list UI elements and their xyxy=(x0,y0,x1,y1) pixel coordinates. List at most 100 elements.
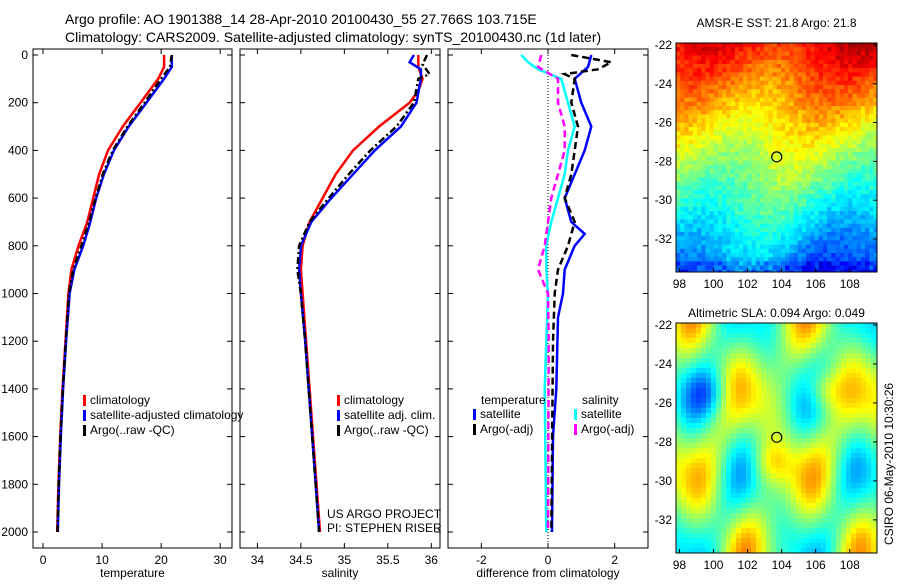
map-cell xyxy=(866,413,872,419)
map-cell xyxy=(751,135,757,140)
map-cell xyxy=(721,438,727,444)
legend-swatch xyxy=(337,410,340,421)
map-cell xyxy=(796,418,802,424)
map-cell xyxy=(785,198,790,203)
map-cell xyxy=(839,89,845,94)
map-cell xyxy=(686,408,692,414)
map-cell xyxy=(766,393,772,399)
map-cell xyxy=(776,543,782,549)
map-cell xyxy=(691,353,697,359)
map-cell xyxy=(755,206,761,212)
map-cell xyxy=(851,338,857,344)
map-cell xyxy=(806,164,811,170)
map-cell xyxy=(705,169,710,174)
map-cell xyxy=(806,211,811,216)
map-cell xyxy=(781,403,787,409)
map-cell xyxy=(865,51,870,56)
legend-label: satellite xyxy=(480,407,521,421)
map-cell xyxy=(722,173,727,178)
map-cell xyxy=(865,190,870,195)
map-cell xyxy=(743,185,748,191)
map-cell xyxy=(821,408,827,414)
map-cell xyxy=(751,448,757,454)
map-cell xyxy=(801,463,807,469)
map-cell xyxy=(772,215,778,220)
map-cell xyxy=(826,343,832,349)
map-cell xyxy=(776,244,782,250)
map-cell xyxy=(701,72,706,77)
map-cell xyxy=(761,473,767,479)
map-cell xyxy=(684,160,689,166)
map-cell xyxy=(751,93,757,98)
map-cell xyxy=(806,483,812,489)
map-cell xyxy=(680,206,685,212)
map-cell xyxy=(797,118,803,124)
map-cell xyxy=(856,261,862,266)
map-cell xyxy=(861,383,867,389)
map-cell xyxy=(791,373,797,379)
map-cell xyxy=(755,202,761,208)
map-cell xyxy=(706,463,712,469)
map-cell xyxy=(766,508,772,514)
map-cell xyxy=(816,333,822,339)
map-cell xyxy=(826,348,832,354)
map-cell xyxy=(865,106,870,111)
map-cell xyxy=(856,503,862,509)
map-cell xyxy=(793,164,799,170)
map-cell xyxy=(751,543,757,549)
map-cell xyxy=(680,93,685,98)
map-cell xyxy=(726,59,731,65)
map-cell xyxy=(771,533,777,539)
map-cell xyxy=(802,156,807,161)
map-cell xyxy=(755,89,761,94)
map-cell xyxy=(846,338,852,344)
map-cell xyxy=(692,173,698,178)
map-cell xyxy=(684,148,689,153)
map-cell xyxy=(711,423,717,429)
map-cell xyxy=(810,143,815,149)
map-cell xyxy=(856,43,862,48)
map-cell xyxy=(796,533,802,539)
map-cell xyxy=(869,198,874,203)
map-cell xyxy=(797,59,803,65)
map-cell xyxy=(818,76,824,82)
map-cell xyxy=(721,498,727,504)
map-cell xyxy=(823,156,828,161)
map-cell xyxy=(747,135,752,140)
map-cell xyxy=(711,418,717,424)
map-cell xyxy=(776,328,782,334)
map-cell xyxy=(831,443,837,449)
map-cell xyxy=(734,101,740,107)
map-cell xyxy=(709,181,715,187)
map-cell xyxy=(852,156,857,161)
map-cell xyxy=(726,122,731,128)
map-cell xyxy=(781,173,786,178)
map-cell xyxy=(791,463,797,469)
map-cell xyxy=(688,202,694,208)
map-cell xyxy=(676,488,682,494)
map-cell xyxy=(760,64,765,69)
map-cell xyxy=(781,181,786,187)
map-cell xyxy=(846,518,852,524)
map-cell xyxy=(747,76,752,82)
map-cell xyxy=(781,528,787,534)
map-cell xyxy=(831,373,837,379)
map-cell xyxy=(869,152,874,157)
map-cell xyxy=(839,236,845,241)
map-cell xyxy=(705,190,710,195)
map-cell xyxy=(789,72,794,77)
map-cell xyxy=(734,110,740,115)
map-cell xyxy=(823,227,828,233)
map-cell xyxy=(681,533,687,539)
map-cell xyxy=(852,101,857,107)
map-cell xyxy=(692,160,698,166)
map-cell xyxy=(726,418,732,424)
map-cell xyxy=(831,47,836,52)
map-cell xyxy=(873,253,878,258)
map-cell xyxy=(711,483,717,489)
map-cell xyxy=(713,194,719,199)
map-cell xyxy=(776,533,782,539)
map-cell xyxy=(736,518,742,524)
map-cell xyxy=(810,169,815,174)
map-cell xyxy=(705,227,710,233)
